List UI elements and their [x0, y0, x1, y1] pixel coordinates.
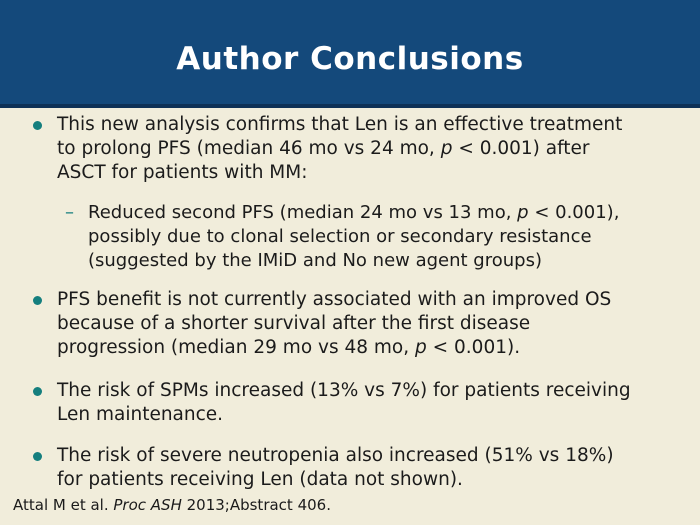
bullet-item: PFS benefit is not currently associated … [32, 288, 690, 360]
bullet-dash-icon: – [65, 202, 74, 223]
bullet-text-line: PFS benefit is not currently associated … [57, 289, 612, 310]
sub-bullet-item: – Reduced second PFS (median 24 mo vs 13 … [65, 201, 690, 273]
bullet-text-line: This new analysis confirms that Len is a… [57, 114, 623, 135]
bullet-text-line: The risk of SPMs increased (13% vs 7%) f… [57, 380, 631, 401]
bullet-text-line: possibly due to clonal selection or seco… [88, 226, 592, 247]
bullet-dot-icon [33, 387, 42, 396]
slide-body: This new analysis confirms that Len is a… [0, 108, 700, 515]
bullet-dot-icon [33, 296, 42, 305]
bullet-text-line: progression (median 29 mo vs 48 mo, p < … [57, 337, 521, 358]
bullet-item: The risk of severe neutropenia also incr… [32, 444, 690, 492]
bullet-list: This new analysis confirms that Len is a… [0, 108, 700, 492]
bullet-text-line: (suggested by the IMiD and No new agent … [88, 250, 542, 271]
bullet-text-line: because of a shorter survival after the … [57, 313, 531, 334]
bullet-item: This new analysis confirms that Len is a… [32, 113, 690, 185]
bullet-text-line: to prolong PFS (median 46 mo vs 24 mo, p… [57, 138, 590, 159]
footer-citation: Attal M et al. Proc ASH 2013;Abstract 40… [13, 496, 331, 514]
bullet-item: The risk of SPMs increased (13% vs 7%) f… [32, 379, 690, 427]
bullet-text-line: Reduced second PFS (median 24 mo vs 13 m… [88, 202, 620, 223]
bullet-text-line: for patients receiving Len (data not sho… [57, 469, 463, 490]
slide-header: Author Conclusions [0, 0, 700, 108]
bullet-text-line: The risk of severe neutropenia also incr… [57, 445, 614, 466]
bullet-text-line: ASCT for patients with MM: [57, 162, 308, 183]
bullet-text-line: Len maintenance. [57, 404, 224, 425]
bullet-dot-icon [33, 452, 42, 461]
slide-title: Author Conclusions [176, 41, 524, 77]
bullet-dot-icon [33, 121, 42, 130]
